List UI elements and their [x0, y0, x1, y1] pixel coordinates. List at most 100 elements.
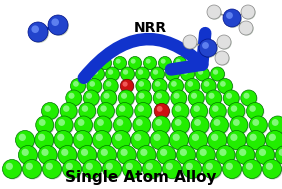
Circle shape	[35, 130, 54, 149]
Circle shape	[103, 160, 122, 179]
Circle shape	[155, 104, 170, 119]
Circle shape	[124, 160, 142, 179]
Circle shape	[78, 146, 97, 164]
Circle shape	[201, 78, 216, 94]
Circle shape	[101, 59, 106, 64]
Circle shape	[123, 81, 128, 87]
Circle shape	[76, 117, 93, 135]
Circle shape	[38, 146, 57, 164]
Circle shape	[191, 102, 208, 119]
Circle shape	[246, 130, 265, 149]
Circle shape	[158, 146, 177, 165]
Circle shape	[184, 160, 202, 179]
Circle shape	[3, 160, 23, 179]
FancyArrowPatch shape	[84, 33, 205, 78]
Circle shape	[116, 102, 133, 119]
Circle shape	[31, 25, 39, 33]
Circle shape	[18, 146, 38, 164]
Circle shape	[250, 117, 268, 135]
Circle shape	[158, 57, 171, 70]
Circle shape	[188, 57, 202, 70]
Circle shape	[159, 57, 172, 70]
Circle shape	[177, 146, 197, 165]
Circle shape	[134, 117, 152, 135]
Circle shape	[266, 132, 282, 150]
Circle shape	[203, 160, 222, 179]
Circle shape	[67, 91, 83, 107]
Circle shape	[199, 39, 217, 57]
Circle shape	[155, 81, 160, 87]
Circle shape	[144, 160, 162, 179]
Circle shape	[119, 105, 125, 112]
Text: NRR: NRR	[133, 21, 167, 35]
Circle shape	[217, 78, 232, 94]
Circle shape	[162, 160, 182, 178]
Circle shape	[217, 35, 231, 49]
Circle shape	[173, 134, 180, 141]
Circle shape	[180, 67, 195, 81]
Circle shape	[270, 117, 282, 135]
Circle shape	[63, 105, 69, 112]
Circle shape	[231, 117, 249, 135]
Circle shape	[155, 119, 162, 126]
Circle shape	[157, 106, 163, 112]
Circle shape	[73, 81, 79, 87]
Circle shape	[55, 132, 74, 150]
Circle shape	[36, 116, 54, 134]
Circle shape	[86, 93, 92, 99]
Circle shape	[152, 78, 167, 94]
Circle shape	[173, 103, 190, 120]
Circle shape	[48, 15, 68, 35]
Circle shape	[191, 103, 208, 120]
Circle shape	[44, 105, 51, 112]
Circle shape	[96, 134, 103, 141]
Circle shape	[93, 69, 98, 75]
Circle shape	[98, 146, 117, 165]
Circle shape	[113, 116, 131, 134]
Circle shape	[6, 163, 13, 170]
Circle shape	[246, 163, 253, 170]
Circle shape	[126, 163, 133, 170]
Circle shape	[46, 163, 53, 170]
Circle shape	[220, 81, 226, 87]
Circle shape	[38, 134, 45, 141]
Circle shape	[211, 117, 229, 135]
Circle shape	[70, 78, 85, 94]
Circle shape	[215, 51, 229, 65]
Circle shape	[154, 91, 170, 107]
Circle shape	[51, 18, 59, 26]
Circle shape	[239, 149, 246, 156]
Circle shape	[91, 68, 105, 82]
Circle shape	[229, 103, 246, 120]
Circle shape	[114, 117, 132, 135]
Circle shape	[249, 116, 267, 134]
Circle shape	[101, 149, 108, 156]
Circle shape	[43, 160, 62, 179]
Circle shape	[16, 130, 34, 149]
Circle shape	[194, 119, 201, 126]
Circle shape	[208, 6, 222, 20]
Circle shape	[79, 146, 98, 165]
Circle shape	[226, 93, 232, 99]
Circle shape	[103, 93, 109, 99]
Circle shape	[255, 146, 275, 164]
Circle shape	[231, 105, 237, 112]
Circle shape	[144, 57, 157, 70]
Circle shape	[66, 163, 73, 170]
Circle shape	[173, 117, 191, 135]
Circle shape	[161, 59, 166, 64]
Circle shape	[140, 149, 147, 156]
Circle shape	[136, 78, 151, 94]
Circle shape	[138, 146, 157, 165]
Circle shape	[61, 103, 78, 120]
Circle shape	[228, 102, 245, 119]
Circle shape	[257, 146, 276, 165]
Circle shape	[129, 57, 142, 70]
Circle shape	[250, 134, 257, 141]
Circle shape	[156, 93, 162, 99]
Circle shape	[184, 36, 198, 50]
Circle shape	[219, 149, 226, 156]
Circle shape	[223, 160, 243, 179]
Circle shape	[218, 79, 233, 94]
Circle shape	[230, 116, 248, 134]
